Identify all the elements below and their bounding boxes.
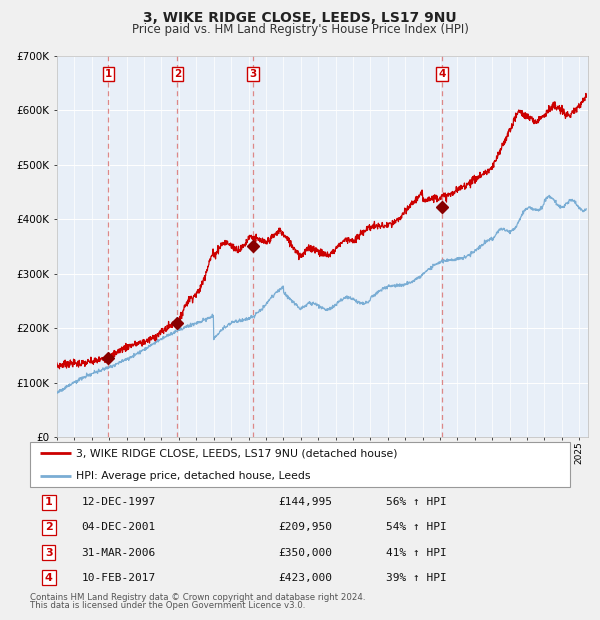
Text: £350,000: £350,000	[278, 547, 332, 557]
Text: 31-MAR-2006: 31-MAR-2006	[82, 547, 155, 557]
Text: 3, WIKE RIDGE CLOSE, LEEDS, LS17 9NU: 3, WIKE RIDGE CLOSE, LEEDS, LS17 9NU	[143, 11, 457, 25]
Text: 39% ↑ HPI: 39% ↑ HPI	[386, 573, 447, 583]
Text: 3: 3	[249, 69, 256, 79]
Text: HPI: Average price, detached house, Leeds: HPI: Average price, detached house, Leed…	[76, 471, 310, 480]
Text: 4: 4	[439, 69, 446, 79]
Text: £209,950: £209,950	[278, 523, 332, 533]
FancyBboxPatch shape	[30, 442, 570, 487]
Text: £423,000: £423,000	[278, 573, 332, 583]
Text: 3, WIKE RIDGE CLOSE, LEEDS, LS17 9NU (detached house): 3, WIKE RIDGE CLOSE, LEEDS, LS17 9NU (de…	[76, 448, 397, 458]
Text: 41% ↑ HPI: 41% ↑ HPI	[386, 547, 447, 557]
Text: 1: 1	[45, 497, 53, 507]
Text: £144,995: £144,995	[278, 497, 332, 507]
Text: Price paid vs. HM Land Registry's House Price Index (HPI): Price paid vs. HM Land Registry's House …	[131, 23, 469, 36]
Text: 56% ↑ HPI: 56% ↑ HPI	[386, 497, 447, 507]
Text: 1: 1	[105, 69, 112, 79]
Text: 10-FEB-2017: 10-FEB-2017	[82, 573, 155, 583]
Text: 2: 2	[45, 523, 53, 533]
Text: This data is licensed under the Open Government Licence v3.0.: This data is licensed under the Open Gov…	[30, 601, 305, 611]
Text: 04-DEC-2001: 04-DEC-2001	[82, 523, 155, 533]
Text: Contains HM Land Registry data © Crown copyright and database right 2024.: Contains HM Land Registry data © Crown c…	[30, 593, 365, 602]
Text: 2: 2	[174, 69, 181, 79]
Text: 12-DEC-1997: 12-DEC-1997	[82, 497, 155, 507]
Text: 4: 4	[45, 573, 53, 583]
Text: 3: 3	[45, 547, 53, 557]
Text: 54% ↑ HPI: 54% ↑ HPI	[386, 523, 447, 533]
